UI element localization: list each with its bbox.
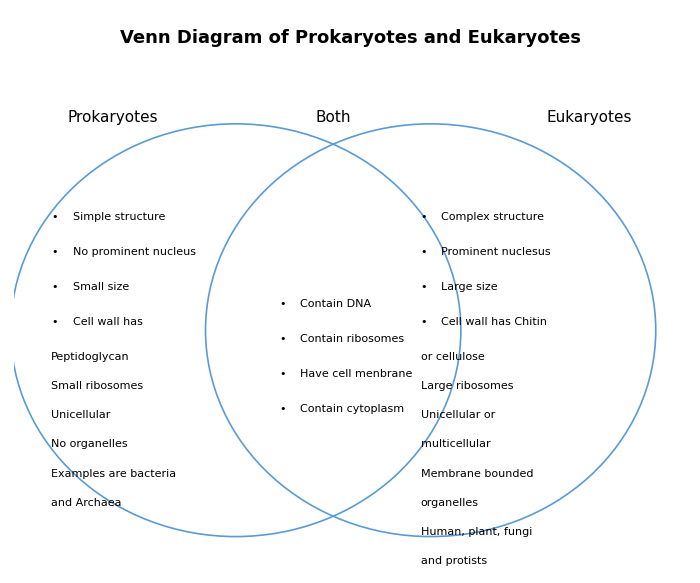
Text: and Archaea: and Archaea [51,498,122,508]
Text: organelles: organelles [421,498,479,508]
Text: Have cell menbrane: Have cell menbrane [300,369,412,379]
Text: •: • [279,369,286,379]
Text: Simple structure: Simple structure [73,212,165,222]
Text: Contain DNA: Contain DNA [300,300,371,310]
Text: Prominent nuclesus: Prominent nuclesus [442,247,551,257]
Text: and protists: and protists [421,556,486,567]
Text: Peptidoglycan: Peptidoglycan [51,352,130,362]
Text: •: • [421,247,427,257]
Text: Small ribosomes: Small ribosomes [51,381,143,391]
Text: •: • [51,317,57,327]
Text: •: • [279,300,286,310]
Text: Membrane bounded: Membrane bounded [421,469,533,479]
Text: •: • [279,334,286,345]
Text: Cell wall has Chitin: Cell wall has Chitin [442,317,547,327]
Text: Unicellular: Unicellular [51,410,111,420]
Text: •: • [51,212,57,222]
Text: No organelles: No organelles [51,440,127,449]
Text: Complex structure: Complex structure [442,212,545,222]
Text: Examples are bacteria: Examples are bacteria [51,469,176,479]
Text: Contain cytoplasm: Contain cytoplasm [300,404,404,414]
Text: •: • [421,282,427,292]
Text: Small size: Small size [73,282,130,292]
Text: Cell wall has: Cell wall has [73,317,143,327]
Text: multicellular: multicellular [421,440,490,449]
Text: No prominent nucleus: No prominent nucleus [73,247,196,257]
Text: Human, plant, fungi: Human, plant, fungi [421,527,532,537]
Text: Unicellular or: Unicellular or [421,410,495,420]
Text: Prokaryotes: Prokaryotes [68,110,158,125]
Text: •: • [279,404,286,414]
Text: Both: Both [316,110,351,125]
Text: Eukaryotes: Eukaryotes [547,110,632,125]
Text: Venn Diagram of Prokaryotes and Eukaryotes: Venn Diagram of Prokaryotes and Eukaryot… [120,29,580,47]
Text: •: • [51,282,57,292]
Text: or cellulose: or cellulose [421,352,484,362]
Text: Large ribosomes: Large ribosomes [421,381,513,391]
Text: •: • [51,247,57,257]
Text: Contain ribosomes: Contain ribosomes [300,334,404,345]
Text: •: • [421,317,427,327]
Text: Large size: Large size [442,282,498,292]
Text: •: • [421,212,427,222]
